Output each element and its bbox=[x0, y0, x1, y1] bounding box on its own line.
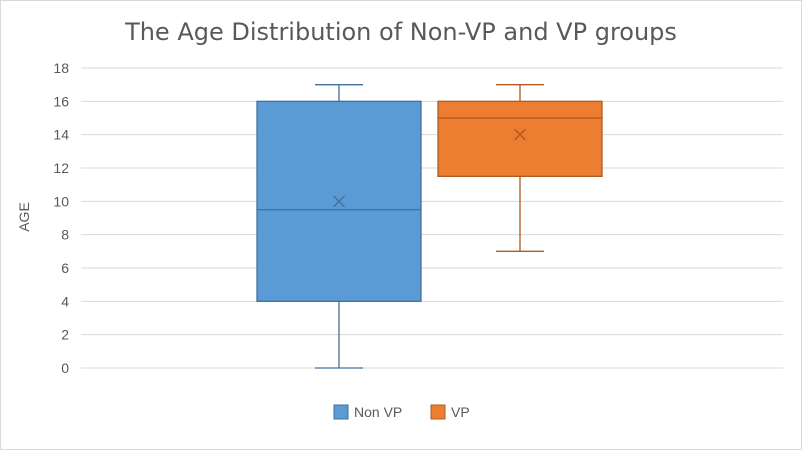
legend-label-vp: VP bbox=[451, 404, 470, 420]
y-axis-ticks: 0 2 4 6 8 10 12 14 16 18 bbox=[53, 60, 69, 376]
box-non-vp bbox=[256, 84, 422, 369]
y-tick-label-12: 12 bbox=[53, 160, 69, 176]
legend-swatch-vp bbox=[430, 404, 446, 420]
y-tick-label-18: 18 bbox=[53, 60, 69, 76]
y-tick-label-10: 10 bbox=[53, 193, 69, 209]
iqr-box-vp bbox=[437, 100, 603, 177]
y-tick-label-8: 8 bbox=[61, 227, 69, 243]
gridlines bbox=[81, 67, 783, 369]
chart-title: The Age Distribution of Non-VP and VP gr… bbox=[124, 18, 677, 46]
y-tick-label-14: 14 bbox=[53, 127, 69, 143]
y-tick-label-2: 2 bbox=[61, 327, 69, 343]
y-tick-label-4: 4 bbox=[61, 293, 69, 309]
legend-swatch-non-vp bbox=[333, 404, 349, 420]
legend: Non VP VP bbox=[333, 404, 470, 420]
mean-marker-vp bbox=[514, 128, 526, 141]
y-tick-label-16: 16 bbox=[53, 93, 69, 109]
mean-marker-non-vp bbox=[333, 195, 345, 208]
box-vp bbox=[437, 84, 603, 252]
box-series bbox=[256, 84, 603, 369]
legend-item-vp: VP bbox=[430, 404, 470, 420]
y-tick-label-0: 0 bbox=[61, 360, 69, 376]
legend-label-non-vp: Non VP bbox=[354, 404, 402, 420]
y-tick-label-6: 6 bbox=[61, 260, 69, 276]
legend-item-non-vp: Non VP bbox=[333, 404, 402, 420]
y-axis-label: AGE bbox=[16, 202, 32, 232]
